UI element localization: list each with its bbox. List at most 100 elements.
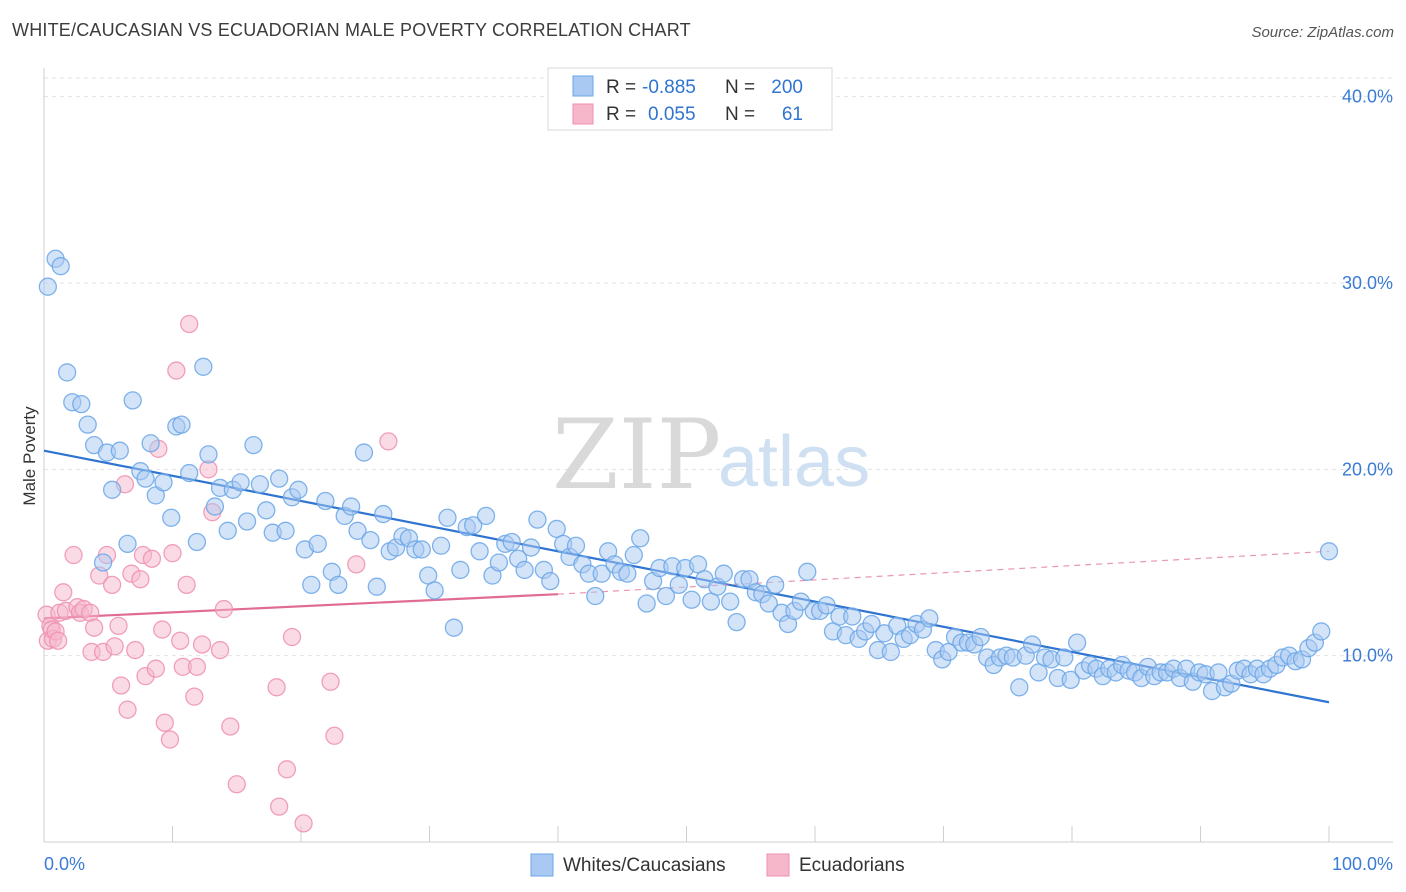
y-tick-labels: 10.0% 20.0% 30.0% 40.0% — [1342, 87, 1393, 666]
data-point — [321, 672, 340, 691]
trend-line-extended — [557, 550, 1330, 595]
data-point — [282, 627, 302, 647]
data-point — [192, 635, 212, 654]
data-point — [669, 575, 688, 594]
data-point — [205, 497, 225, 516]
data-point — [727, 612, 746, 632]
data-point — [160, 730, 180, 749]
data-point — [637, 594, 656, 613]
data-point — [84, 618, 104, 637]
legend-n-label: N = — [725, 77, 755, 98]
data-point — [141, 434, 160, 453]
legend-n-value: 200 — [771, 77, 803, 98]
data-point — [682, 590, 701, 609]
data-point — [294, 814, 313, 833]
data-point — [714, 564, 733, 583]
data-point — [1061, 670, 1080, 690]
data-point — [624, 545, 643, 565]
data-point — [110, 441, 129, 460]
data-point — [136, 469, 155, 488]
data-point — [379, 432, 398, 451]
data-point — [131, 570, 150, 589]
data-point — [438, 508, 457, 527]
data-point — [123, 391, 142, 410]
data-point — [111, 676, 131, 695]
x-tick-label: 0.0% — [44, 854, 85, 874]
stats-legend: R = -0.885 N = 200 R = 0.055 N = 61 — [547, 67, 833, 131]
data-point — [146, 659, 165, 678]
axes — [43, 68, 1393, 843]
data-point — [171, 631, 190, 650]
data-point — [367, 577, 386, 596]
data-point — [118, 534, 137, 554]
data-point — [325, 726, 344, 745]
data-point — [618, 564, 637, 583]
y-axis-label: Male Poverty — [20, 406, 39, 506]
data-point — [180, 314, 199, 334]
data-point — [51, 257, 70, 276]
data-point — [971, 627, 990, 647]
data-point — [187, 532, 207, 552]
data-point — [798, 562, 817, 581]
data-point — [227, 775, 246, 794]
legend-swatch-ecuadorian — [572, 103, 594, 125]
data-point — [277, 760, 297, 779]
data-point — [154, 473, 173, 492]
data-point — [210, 640, 230, 660]
legend-n-value: 61 — [782, 104, 803, 125]
data-point — [78, 415, 97, 434]
data-point — [464, 516, 483, 535]
data-point — [341, 497, 361, 516]
data-point — [199, 445, 218, 464]
data-point — [167, 361, 186, 380]
data-point — [766, 575, 785, 594]
data-point — [631, 529, 650, 548]
data-point — [308, 534, 327, 554]
legend-label-ecuadorian: Ecuadorians — [799, 855, 905, 876]
data-point — [81, 603, 100, 622]
data-point — [54, 583, 73, 602]
trend-line — [43, 593, 559, 620]
data-point — [412, 540, 431, 559]
data-point — [374, 504, 393, 524]
data-point — [521, 538, 541, 557]
data-point — [102, 480, 122, 499]
series-legend: Whites/Caucasians Ecuadorians — [530, 853, 905, 877]
chart-title: WHITE/CAUCASIAN VS ECUADORIAN MALE POVER… — [12, 20, 691, 40]
legend-r-label: R = — [606, 104, 636, 125]
data-point — [221, 717, 240, 736]
data-point — [155, 713, 174, 732]
data-point — [185, 687, 204, 706]
data-point — [862, 614, 881, 634]
data-point — [102, 575, 122, 594]
data-point — [354, 443, 374, 462]
y-tick-label: 10.0% — [1342, 646, 1393, 666]
y-tick-label: 40.0% — [1342, 87, 1393, 107]
data-point — [250, 475, 270, 494]
data-point — [270, 469, 289, 488]
data-point — [289, 480, 308, 499]
data-point — [187, 657, 207, 676]
data-point — [237, 512, 257, 531]
data-point — [142, 549, 162, 568]
data-point — [431, 536, 451, 555]
data-point — [1067, 633, 1087, 652]
data-point — [451, 560, 470, 580]
data-point — [920, 609, 939, 628]
data-point — [541, 571, 560, 591]
data-point — [476, 506, 496, 526]
data-point — [329, 575, 348, 594]
data-point — [1319, 542, 1339, 561]
legend-swatch-white — [572, 75, 594, 97]
data-point — [566, 536, 586, 555]
data-point — [244, 435, 263, 455]
legend-r-value: -0.885 — [642, 77, 696, 98]
y-tick-label: 20.0% — [1342, 459, 1393, 479]
data-point — [592, 564, 611, 583]
data-point — [93, 553, 113, 572]
data-point — [57, 363, 77, 382]
data-point — [109, 616, 128, 635]
data-point — [48, 631, 68, 650]
data-point — [361, 530, 380, 550]
